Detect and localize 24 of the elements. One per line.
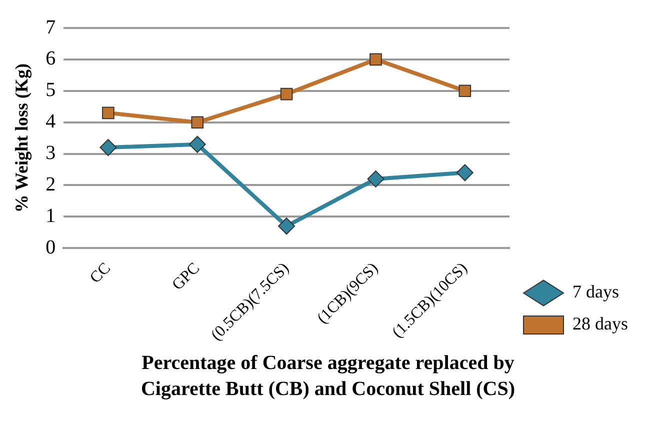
- point: [102, 106, 114, 120]
- x-axis-title: Percentage of Coarse aggregate replaced by Cigarette Butt (CB) and Coconut Shell (CS): [140, 351, 516, 402]
- legend-label: 28 days: [572, 314, 628, 334]
- point: [367, 170, 384, 188]
- y-tick-label: 4: [46, 110, 56, 133]
- point: [191, 116, 204, 128]
- point: [188, 136, 206, 153]
- point: [280, 88, 293, 100]
- point: [458, 84, 472, 98]
- y-tick-label: 1: [46, 204, 56, 227]
- y-axis-title: % Weight loss (Kg): [11, 63, 32, 213]
- y-tick-label: 2: [46, 173, 56, 196]
- y-tick-label: 3: [46, 142, 56, 164]
- point: [278, 218, 296, 235]
- point: [100, 139, 117, 156]
- y-tick-label: 7: [46, 16, 56, 38]
- x-tick-label: GPC: [169, 260, 204, 294]
- legend-label: 7 days: [572, 282, 620, 302]
- y-tick-label: 6: [46, 48, 56, 70]
- point: [456, 164, 474, 182]
- y-tick-label: 0: [46, 236, 56, 258]
- y-tick-label: 5: [46, 79, 56, 102]
- point: [370, 53, 382, 66]
- x-tick-label: CC: [86, 260, 114, 287]
